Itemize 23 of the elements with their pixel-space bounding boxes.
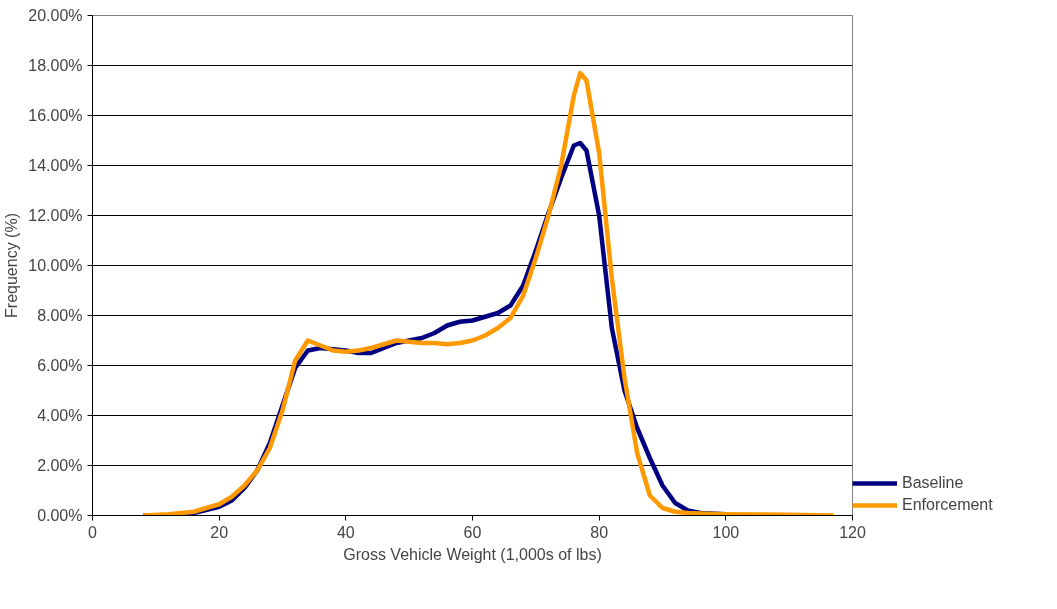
legend-label: Baseline (902, 474, 964, 492)
x-axis-title: Gross Vehicle Weight (1,000s of lbs) (343, 545, 602, 563)
y-tick-label: 14.00% (28, 157, 83, 174)
y-tick-label: 12.00% (28, 207, 83, 224)
y-tick-label: 20.00% (28, 7, 83, 24)
y-tick-label: 18.00% (28, 57, 83, 74)
x-tick-label: 120 (839, 523, 866, 541)
y-tick-label: 8.00% (37, 307, 83, 324)
y-tick-label: 4.00% (37, 407, 83, 424)
y-tick-label: 0.00% (37, 507, 83, 524)
x-tick-label: 80 (590, 523, 609, 541)
x-tick-label: 0 (88, 523, 98, 541)
x-tick-label: 60 (463, 523, 482, 541)
y-tick-label: 2.00% (37, 457, 83, 474)
legend-label: Enforcement (902, 496, 993, 514)
x-tick-label: 40 (336, 523, 355, 541)
y-tick-label: 10.00% (28, 257, 83, 274)
x-tick-label: 100 (712, 523, 740, 541)
x-tick-label: 20 (210, 523, 229, 541)
y-tick-label: 16.00% (28, 107, 83, 124)
line-series (140, 70, 836, 516)
y-tick-label: 6.00% (37, 357, 83, 374)
y-axis-title: Frequency (%) (3, 213, 21, 318)
